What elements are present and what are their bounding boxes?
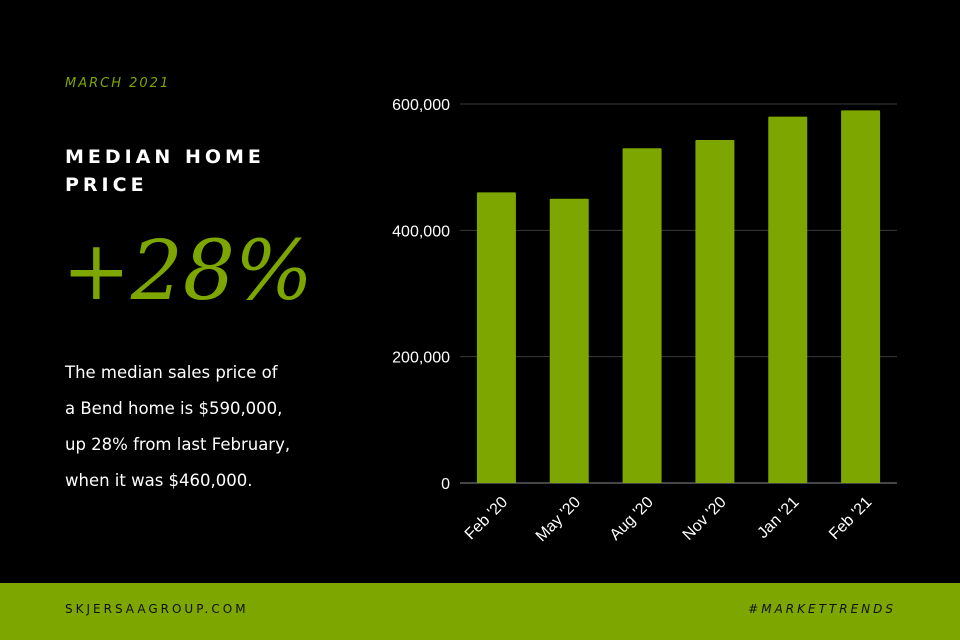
y-tick-label: 200,000 (392, 350, 450, 367)
x-tick-label: Jan '21 (754, 494, 802, 542)
page-title: MEDIAN HOME PRICE (65, 143, 325, 199)
bar (476, 192, 516, 483)
hashtag-label: #MARKETTRENDS (748, 602, 896, 616)
description: The median sales price of a Bend home is… (65, 355, 335, 499)
date-label: MARCH 2021 (65, 76, 171, 91)
x-tick-label: Aug '20 (607, 494, 657, 544)
description-line-1: The median sales price of (65, 363, 278, 382)
title-line-2: PRICE (65, 174, 148, 196)
bar (768, 116, 808, 483)
y-tick-label: 600,000 (392, 97, 450, 114)
x-tick-label: Feb '21 (826, 494, 875, 543)
bar (695, 140, 735, 483)
website-link[interactable]: SKJERSAAGROUP.COM (65, 602, 249, 616)
x-tick-label: May '20 (533, 494, 584, 545)
headline-stat: +28% (62, 224, 313, 319)
footer-bar: SKJERSAAGROUP.COM #MARKETTRENDS (0, 583, 960, 640)
y-tick-label: 0 (441, 476, 450, 493)
bar (622, 148, 662, 483)
bar-chart: 0 200,000 400,000 600,000 Feb '20 May '20 Aug … (392, 97, 897, 545)
bar (841, 110, 881, 484)
x-tick-label: Nov '20 (680, 494, 730, 544)
x-tick-label: Feb '20 (462, 494, 511, 543)
description-line-3: up 28% from last February, (65, 435, 291, 454)
y-tick-label: 400,000 (392, 223, 450, 240)
bar (549, 198, 589, 483)
description-line-4: when it was $460,000. (65, 471, 253, 490)
description-line-2: a Bend home is $590,000, (65, 399, 283, 418)
title-line-1: MEDIAN HOME (65, 146, 265, 168)
